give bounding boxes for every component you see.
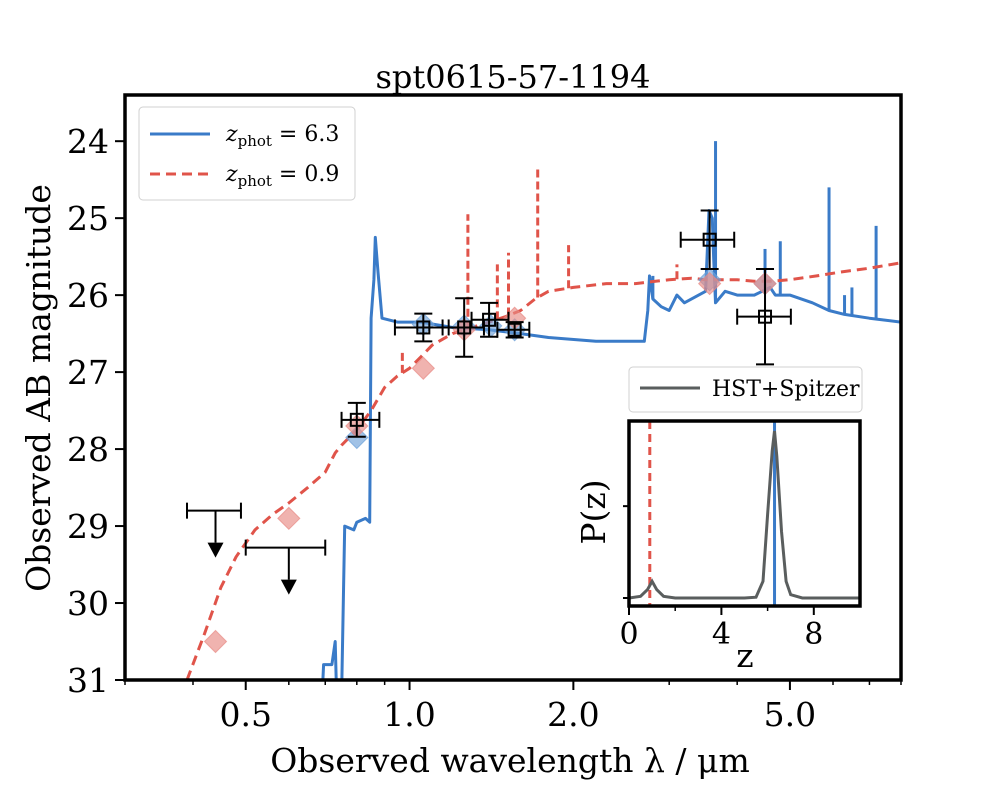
observed-photometry-point: [416, 320, 431, 335]
chart-title: spt0615-57-1194: [376, 58, 651, 96]
inset-background: [629, 421, 860, 606]
y-tick-label: 30: [67, 584, 109, 623]
inset-x-tick-label: 4: [712, 617, 731, 652]
main-legend: zphot = 6.3 zphot = 0.9: [138, 106, 356, 201]
model-photometry-point: [277, 506, 301, 531]
x-axis-label: Observed wavelength λ / μm: [270, 741, 750, 780]
y-tick-label: 27: [67, 353, 109, 392]
upper-limit-arrow-head: [280, 579, 297, 595]
observed-photometry-point: [482, 312, 497, 327]
inset-frame: [627, 419, 862, 608]
observed-photometry-point: [758, 309, 773, 324]
inset-legend-box: [628, 366, 863, 413]
x-tick-label: 0.5: [219, 695, 271, 734]
observed-photometry-point: [507, 322, 522, 337]
y-axis-label: Observed AB magnitude: [19, 184, 58, 592]
y-tick-label: 24: [67, 122, 109, 161]
y-tick-label: 31: [67, 661, 109, 700]
y-tick-label: 29: [67, 507, 109, 546]
inset-legend-label: HST+Spitzer: [712, 377, 860, 402]
main-plot-area: 24 25 26 27 28 29 30 31 0.5 1.0 2.0 5.0: [67, 93, 903, 734]
model-photometry-point: [697, 271, 722, 296]
inset-legend: HST+Spitzer: [628, 366, 863, 413]
legend-label-zphot-0-9: zphot = 0.9: [225, 162, 339, 190]
inset-x-axis-label: z: [736, 636, 753, 675]
x-tick-label: 1.0: [383, 695, 435, 734]
observed-photometry-point: [702, 232, 717, 247]
main-legend-box: [138, 106, 356, 201]
observed-photometry-point: [349, 412, 364, 427]
upper-limit-arrow-head: [207, 542, 224, 558]
y-tick-label: 28: [67, 430, 109, 469]
y-tick-label: 26: [67, 276, 109, 315]
legend-label-zphot-6-3: zphot = 6.3: [225, 122, 339, 150]
pz-curve: [629, 430, 860, 600]
y-tick-label: 25: [67, 199, 109, 238]
inset-y-axis-label: P(z): [574, 479, 613, 544]
series-line-0: [321, 209, 901, 680]
main-plot-frame: [123, 93, 903, 682]
model-photometry-point: [411, 356, 436, 380]
x-tick-label: 5.0: [764, 695, 816, 734]
observed-photometry-point: [457, 320, 472, 335]
model-photometry-point: [203, 629, 228, 654]
x-tick-label: 2.0: [547, 695, 599, 734]
pz-inset: 0 4 8 P(z) z HST+Spitzer: [574, 366, 863, 675]
inset-x-tick-label: 0: [619, 617, 638, 652]
inset-x-tick-label: 8: [804, 617, 823, 652]
